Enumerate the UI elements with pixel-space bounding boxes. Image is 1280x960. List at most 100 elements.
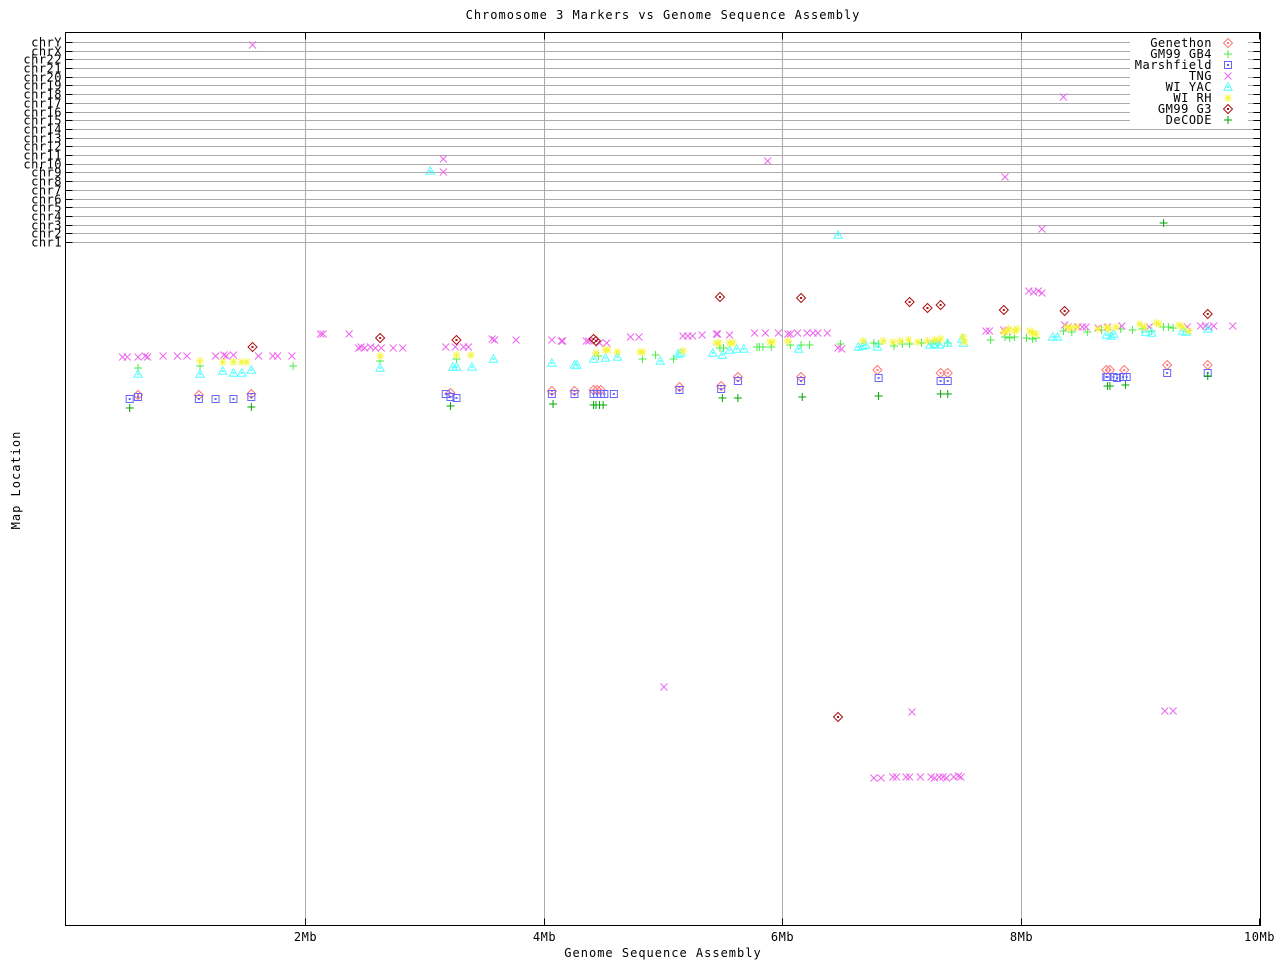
tng-point: [957, 773, 965, 781]
tng-point: [1034, 287, 1043, 295]
gm99-g3-point: [374, 332, 386, 344]
legend-marker-wi-rh: [1224, 94, 1232, 102]
tng-point: [908, 708, 916, 716]
marshfield-point: [547, 390, 556, 398]
wi-yac-point: [832, 229, 844, 239]
wi-yac-point: [195, 368, 206, 378]
tng-point: [451, 343, 460, 351]
gm99-gb4-point: [1005, 334, 1014, 342]
tng-point: [584, 337, 593, 345]
tng-point: [784, 330, 792, 338]
wi-rh-point: [896, 337, 905, 345]
ytick-label-chrX: chrX: [31, 45, 62, 59]
tng-point: [398, 344, 407, 352]
tng-point: [930, 774, 939, 782]
gm99-g3-point: [832, 711, 844, 723]
tng-point: [248, 41, 257, 49]
legend-label-gm99-gb4: GM99 GB4: [1150, 47, 1212, 61]
gm99-gb4-point: [758, 343, 767, 351]
tng-point: [1078, 323, 1087, 331]
xtick-label-10Mb: 10Mb: [1244, 930, 1275, 944]
ytick-label-chr1: chr1: [31, 236, 62, 250]
tng-point: [892, 773, 901, 781]
tng-point: [786, 330, 795, 338]
tng-point: [222, 352, 231, 360]
wi-rh-point: [679, 347, 688, 355]
wi-rh-point: [936, 335, 945, 343]
xtick-label-6Mb: 6Mb: [771, 930, 794, 944]
wi-yac-point: [588, 353, 599, 363]
wi-yac-point: [1106, 330, 1117, 340]
tng-point: [1118, 322, 1126, 330]
ytick-label-chr13: chr13: [23, 132, 62, 146]
wi-rh-point: [1104, 325, 1113, 333]
marshfield-point: [446, 393, 455, 401]
legend-label-genethon: Genethon: [1150, 36, 1212, 50]
legend-marker-gm99-gb4: [1224, 50, 1232, 58]
decode-point: [1121, 381, 1130, 389]
wi-rh-point: [1135, 320, 1144, 328]
ytick-label-chr5: chr5: [31, 201, 62, 215]
marshfield-point: [441, 390, 450, 398]
gm99-g3-point: [1202, 308, 1213, 320]
tng-point: [635, 333, 643, 341]
wi-yac-point: [375, 362, 386, 372]
wi-rh-point: [714, 339, 723, 347]
legend-marker-gm99-g3: [1222, 103, 1234, 115]
ytick-label-chr16: chr16: [23, 106, 62, 120]
tng-point: [954, 772, 963, 780]
xtick-label-2Mb: 2Mb: [294, 930, 317, 944]
wi-rh-point: [904, 336, 913, 344]
wi-yac-point: [600, 352, 611, 362]
tng-point: [660, 683, 668, 691]
decode-point: [718, 394, 727, 402]
ytick-label-chr10: chr10: [23, 158, 62, 172]
wi-yac-point: [731, 343, 742, 353]
ytick-label-chr8: chr8: [31, 175, 62, 189]
legend-label-tng: TNG: [1189, 69, 1212, 83]
wi-rh-point: [1066, 324, 1075, 332]
tng-point: [774, 329, 783, 337]
wi-rh-point: [603, 346, 612, 354]
tng-point: [942, 774, 951, 782]
tng-point: [905, 773, 914, 781]
tng-point: [441, 343, 450, 351]
tng-point: [439, 168, 448, 176]
wi-yac-point: [228, 367, 239, 377]
tng-point: [211, 352, 220, 360]
wi-rh-point: [613, 348, 622, 356]
wi-rh-point: [1111, 323, 1120, 331]
wi-rh-point: [859, 337, 868, 345]
wi-rh-point: [1184, 327, 1193, 335]
wi-yac-point: [655, 355, 666, 365]
decode-point: [125, 404, 134, 412]
wi-yac-point: [793, 343, 804, 353]
tng-point: [354, 344, 363, 352]
legend-label-wi-rh: WI RH: [1173, 91, 1212, 105]
ytick-label-chr22: chr22: [23, 53, 62, 67]
marshfield-point: [1122, 373, 1131, 381]
tng-point: [982, 327, 990, 335]
tng-point: [558, 337, 567, 345]
decode-point: [798, 393, 807, 401]
ytick-label-chr15: chr15: [23, 114, 62, 128]
tng-point: [488, 335, 497, 343]
tng-point: [813, 329, 822, 337]
decode-point: [1159, 219, 1168, 227]
ytick-label-chr20: chr20: [23, 71, 62, 85]
wi-rh-point: [242, 358, 251, 366]
gm99-gb4-point: [805, 341, 814, 349]
decode-point: [936, 390, 945, 398]
wi-rh-point: [930, 336, 939, 344]
ytick-label-chr2: chr2: [31, 227, 62, 241]
wi-rh-point: [768, 338, 777, 346]
tng-point: [512, 336, 520, 344]
gm99-gb4-point: [1169, 324, 1178, 332]
ytick-label-chrY: chrY: [31, 36, 62, 50]
ytick-label-chr21: chr21: [23, 62, 62, 76]
marshfield-point: [797, 377, 806, 385]
decode-point: [247, 403, 256, 411]
tng-point: [141, 352, 150, 360]
decode-point: [549, 400, 558, 408]
